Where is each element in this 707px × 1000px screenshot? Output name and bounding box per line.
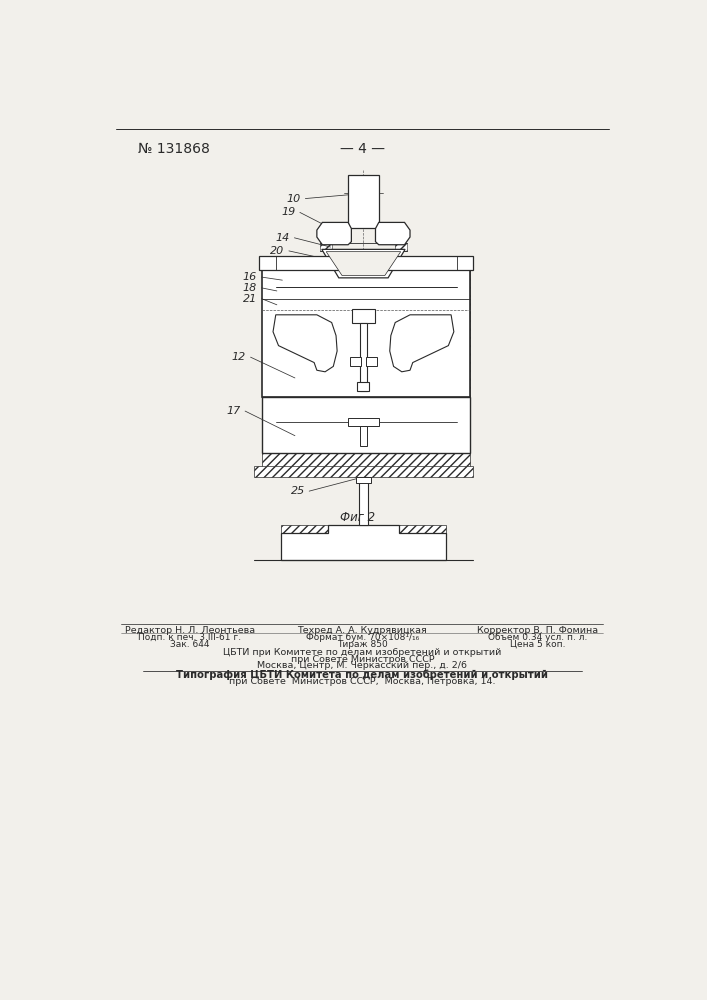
Text: — 4 —: — 4 — (340, 142, 385, 156)
Text: 18: 18 (243, 283, 257, 293)
Text: 25: 25 (291, 486, 305, 496)
Bar (262, 270, 276, 397)
Bar (356, 477, 371, 483)
Bar (349, 418, 378, 426)
Bar (262, 453, 470, 466)
Circle shape (322, 326, 333, 341)
Bar (457, 397, 470, 453)
Text: при Совете Министров СССР: при Совете Министров СССР (291, 654, 434, 664)
Circle shape (403, 326, 414, 341)
Text: 20: 20 (270, 246, 284, 256)
Text: 14: 14 (276, 233, 290, 243)
Bar (358, 382, 370, 391)
Text: 19: 19 (281, 207, 296, 217)
Text: 12: 12 (232, 352, 246, 362)
Bar (259, 256, 473, 270)
Text: Типография ЦБТИ Комитета по делам изобретений и открытий: Типография ЦБТИ Комитета по делам изобре… (176, 669, 549, 680)
Bar (360, 426, 367, 446)
Bar (366, 357, 377, 366)
Text: Тираж 850: Тираж 850 (337, 640, 387, 649)
Bar (320, 243, 332, 251)
Text: Зак. 644: Зак. 644 (170, 640, 209, 649)
Bar (359, 477, 368, 525)
Bar (262, 397, 470, 453)
Polygon shape (281, 525, 445, 560)
Polygon shape (273, 315, 337, 372)
Text: Фиг 2: Фиг 2 (340, 511, 375, 524)
Bar (350, 357, 361, 366)
Bar (352, 309, 375, 323)
Text: Техред А. А. Кудрявицкая: Техред А. А. Кудрявицкая (298, 626, 427, 635)
Bar (457, 270, 470, 397)
Bar (281, 525, 328, 533)
Circle shape (326, 331, 329, 336)
Text: Цена 5 коп.: Цена 5 коп. (510, 640, 566, 649)
Bar (399, 525, 445, 533)
Text: Подп. к печ. 3.III-61 г.: Подп. к печ. 3.III-61 г. (138, 633, 241, 642)
Bar (395, 243, 407, 251)
Text: Редактор Н. Л. Леонтьева: Редактор Н. Л. Леонтьева (124, 626, 255, 635)
Text: при Совете  Министров СССР,  Москва, Петровка, 14.: при Совете Министров СССР, Москва, Петро… (229, 677, 496, 686)
Bar (262, 397, 276, 453)
Circle shape (407, 331, 410, 336)
Text: Корректор В. П. Фомина: Корректор В. П. Фомина (477, 626, 598, 635)
Text: № 131868: № 131868 (138, 142, 209, 156)
Polygon shape (322, 249, 405, 278)
Polygon shape (375, 222, 410, 245)
Bar (262, 270, 470, 397)
Polygon shape (326, 252, 401, 276)
Bar (360, 323, 367, 391)
Text: Москва, Центр, М. Черкасский пер., д. 2/6: Москва, Центр, М. Черкасский пер., д. 2/… (257, 661, 467, 670)
Bar (254, 466, 473, 477)
Text: ЦБТИ при Комитете по делам изобретений и открытий: ЦБТИ при Комитете по делам изобретений и… (223, 648, 501, 657)
Polygon shape (390, 315, 454, 372)
Text: Объем 0.34 усл. п. л.: Объем 0.34 усл. п. л. (488, 633, 588, 642)
Bar (348, 175, 379, 228)
Text: 17: 17 (226, 406, 240, 416)
Text: Формат бум. 70×108¹/₁₆: Формат бум. 70×108¹/₁₆ (305, 633, 419, 642)
Bar (281, 533, 445, 560)
Text: 10: 10 (287, 194, 301, 204)
Text: 21: 21 (243, 294, 257, 304)
Polygon shape (317, 222, 351, 245)
Text: 16: 16 (243, 272, 257, 282)
